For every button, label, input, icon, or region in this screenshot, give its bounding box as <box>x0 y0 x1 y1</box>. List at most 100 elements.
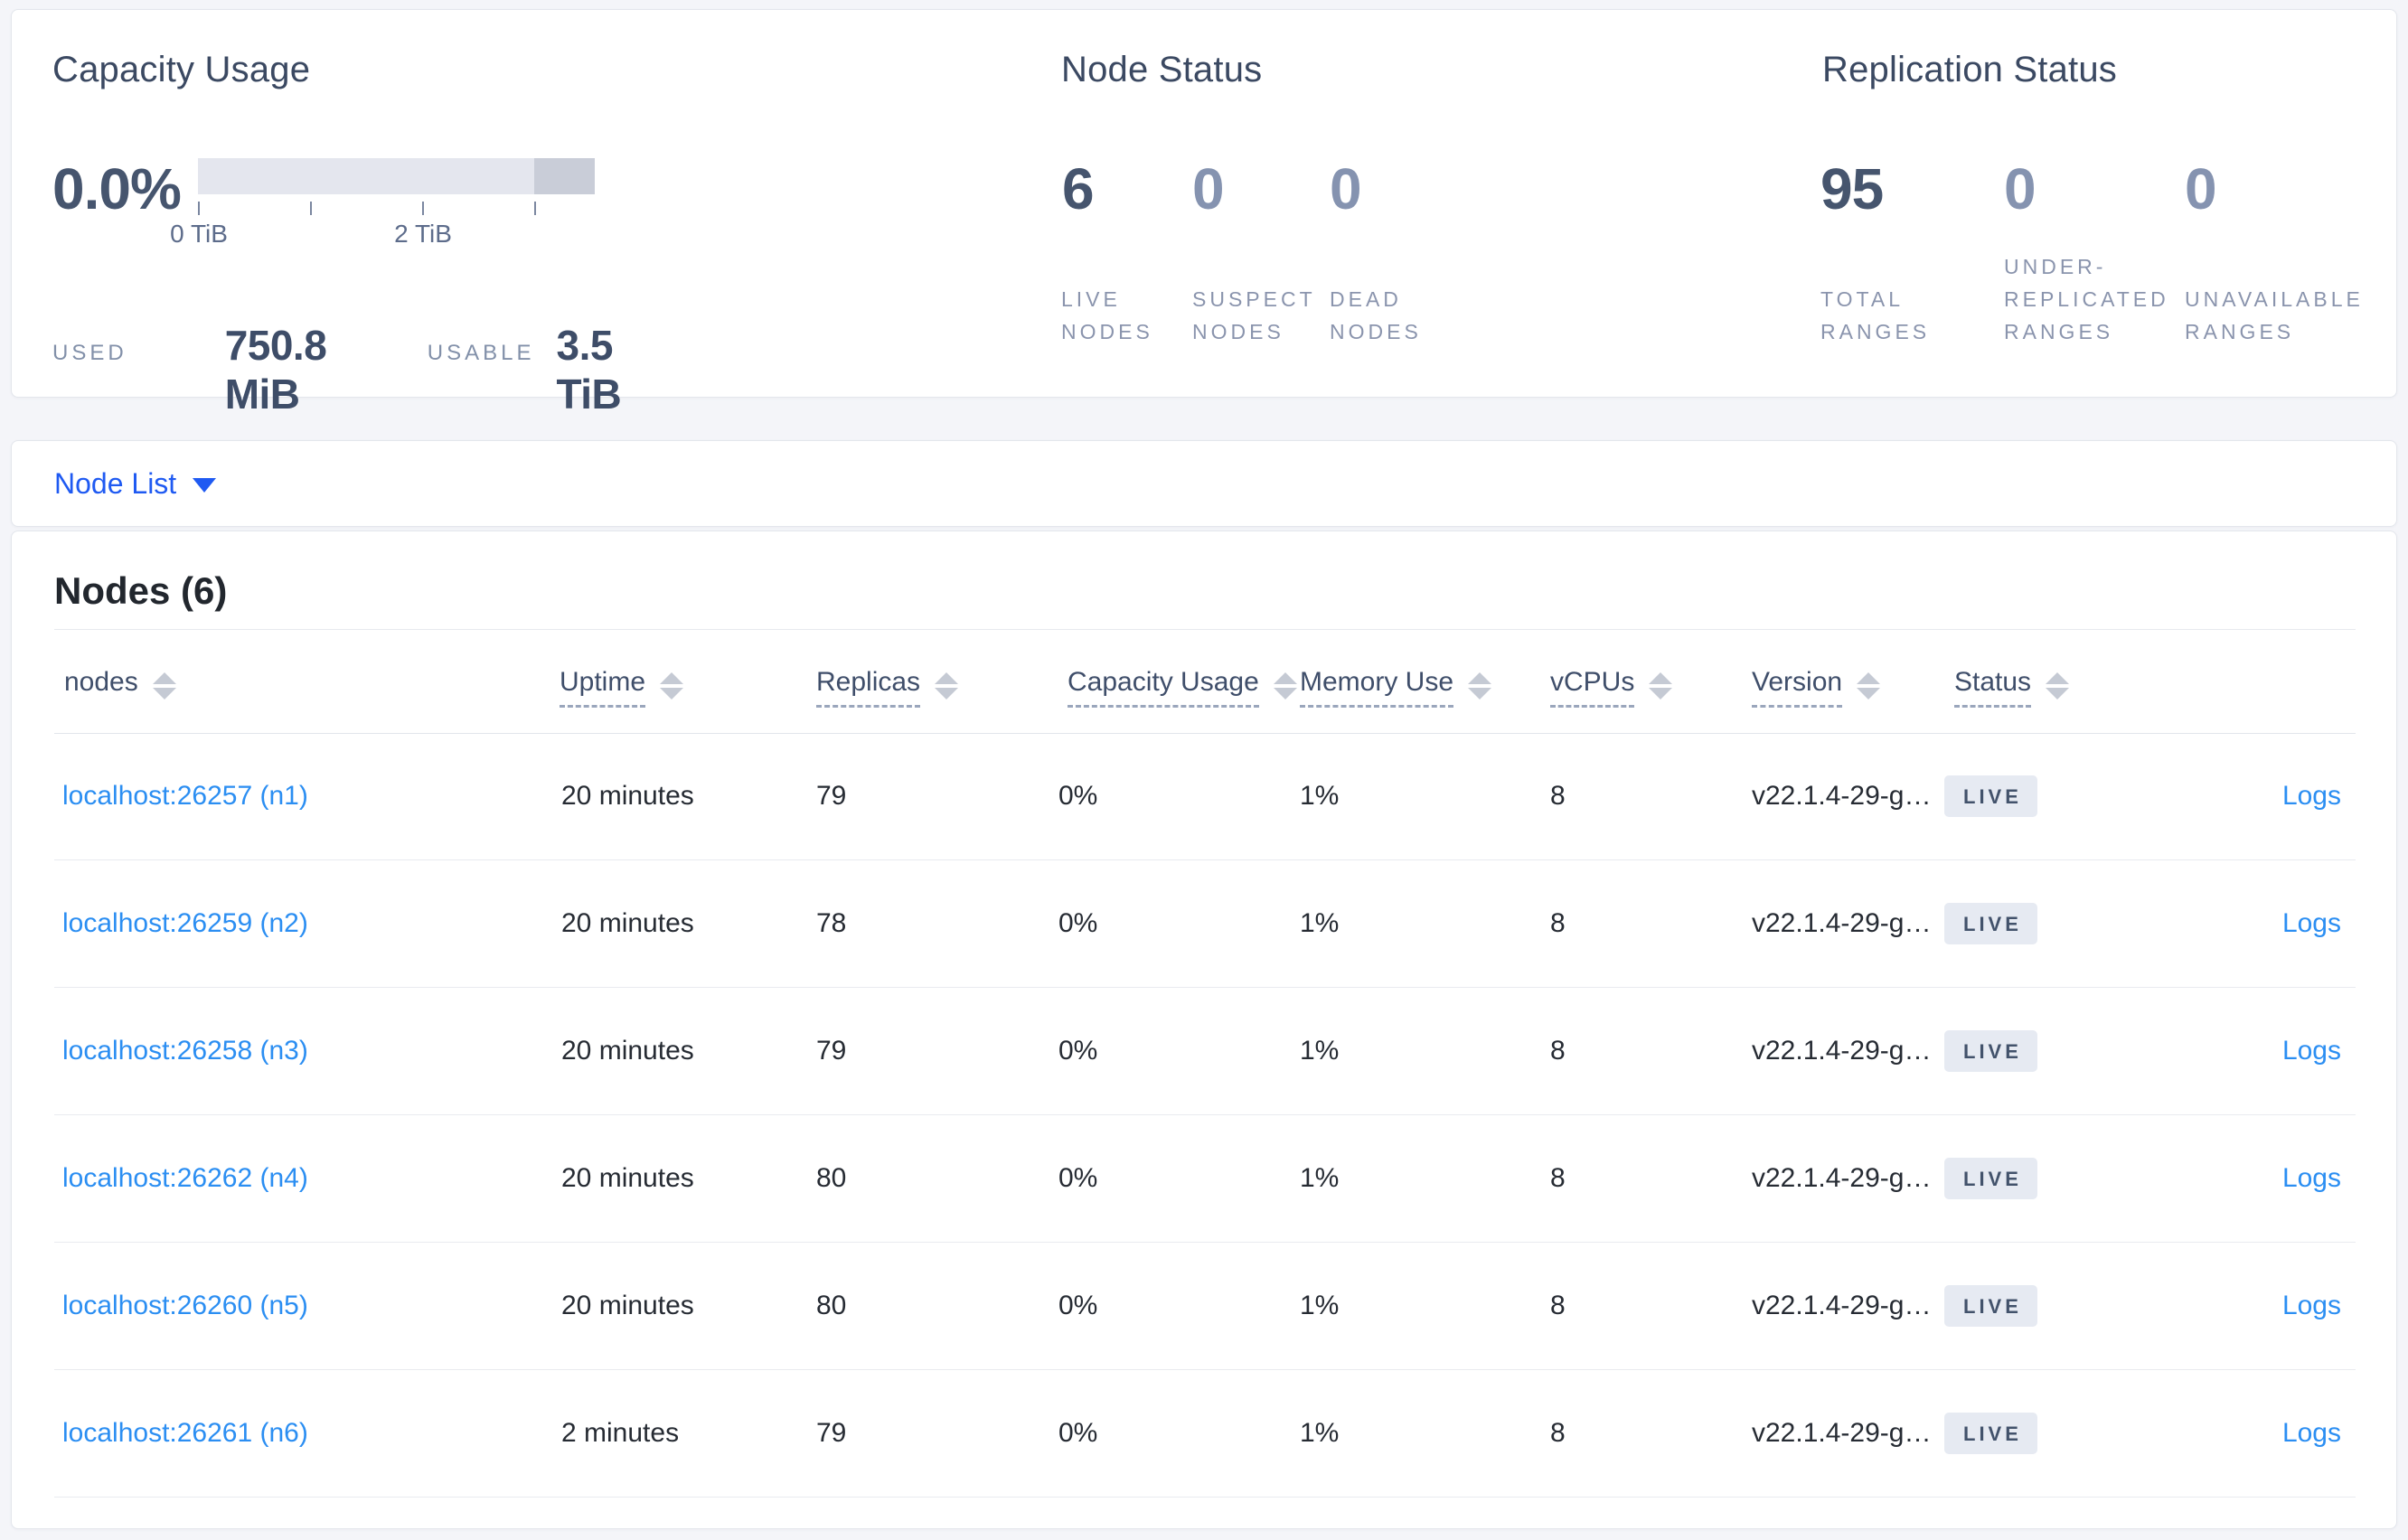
logs-link[interactable]: Logs <box>2281 1291 2341 1320</box>
vcpus-cell: 8 <box>1550 781 1566 811</box>
capacity-cell: 0% <box>1058 1036 1098 1066</box>
status-badge: LIVE <box>1944 1413 2037 1454</box>
usable-value: 3.5 TiB <box>556 322 622 418</box>
memory-cell: 1% <box>1300 1163 1340 1193</box>
used-value: 750.8 MiB <box>224 322 327 418</box>
logs-link[interactable]: Logs <box>2281 1418 2341 1448</box>
sort-icon <box>1649 672 1673 700</box>
sort-icon <box>2046 672 2070 700</box>
under-replicated-count: 0 <box>2004 156 2036 221</box>
column-header-capacity-usage[interactable]: Capacity Usage <box>1068 667 1297 708</box>
replicas-cell: 80 <box>816 1291 847 1320</box>
capacity-cell: 0% <box>1058 1291 1098 1320</box>
logs-link[interactable]: Logs <box>2281 1163 2341 1193</box>
node-link[interactable]: localhost:26257 (n1) <box>62 781 308 811</box>
dead-nodes-count: 0 <box>1330 156 1362 221</box>
status-badge: LIVE <box>1944 1030 2037 1072</box>
uptime-cell: 2 minutes <box>561 1418 680 1448</box>
table-row: localhost:26258 (n3) 20 minutes 79 0% 1%… <box>54 988 2356 1115</box>
column-header-memory-use[interactable]: Memory Use <box>1300 667 1492 708</box>
table-header-row: nodes Uptime Replicas Capacity Usage Mem… <box>54 667 2356 721</box>
cluster-overview-panel: Capacity Usage 0.0% 0 TiB 2 TiB USED 750… <box>11 9 2397 418</box>
divider <box>54 629 2356 630</box>
memory-cell: 1% <box>1300 1418 1340 1448</box>
capacity-cell: 0% <box>1058 781 1098 811</box>
nodes-table-panel: Nodes (6) nodes Uptime Replicas Capacity… <box>11 531 2397 1529</box>
axis-tick <box>422 202 424 215</box>
logs-link[interactable]: Logs <box>2281 1036 2341 1066</box>
version-cell: v22.1.4-29-g… <box>1752 1163 1932 1193</box>
unavailable-label: UNAVAILABLE RANGES <box>2185 287 2364 343</box>
total-ranges-label: TOTAL RANGES <box>1820 287 1931 343</box>
version-cell: v22.1.4-29-g… <box>1752 1291 1932 1320</box>
used-label: USED <box>52 341 127 365</box>
sort-icon <box>935 672 959 700</box>
replicas-cell: 79 <box>816 1036 847 1066</box>
column-header-replicas[interactable]: Replicas <box>816 667 959 708</box>
capacity-cell: 0% <box>1058 908 1098 938</box>
node-link[interactable]: localhost:26262 (n4) <box>62 1163 308 1193</box>
sort-icon <box>1857 672 1881 700</box>
node-link[interactable]: localhost:26261 (n6) <box>62 1418 308 1448</box>
version-cell: v22.1.4-29-g… <box>1752 1418 1932 1448</box>
replicas-cell: 79 <box>816 1418 847 1448</box>
replication-status-title: Replication Status <box>1822 50 2118 89</box>
table-row: localhost:26259 (n2) 20 minutes 78 0% 1%… <box>54 860 2356 988</box>
logs-link[interactable]: Logs <box>2281 781 2341 811</box>
dead-nodes-label: DEAD NODES <box>1330 287 1422 343</box>
sort-icon <box>1273 672 1297 700</box>
node-list-dropdown[interactable]: Node List <box>54 467 217 501</box>
node-link[interactable]: localhost:26259 (n2) <box>62 908 308 938</box>
uptime-cell: 20 minutes <box>561 781 694 811</box>
under-replicated-label: UNDER-REPLICATED RANGES <box>2004 255 2169 343</box>
sort-icon <box>152 672 176 700</box>
capacity-percent: 0.0% <box>52 156 182 221</box>
memory-cell: 1% <box>1300 781 1340 811</box>
unavailable-count: 0 <box>2185 156 2217 221</box>
memory-cell: 1% <box>1300 1036 1340 1066</box>
column-header-vcpus[interactable]: vCPUs <box>1550 667 1673 708</box>
column-header-uptime[interactable]: Uptime <box>560 667 684 708</box>
caret-down-icon <box>193 478 217 493</box>
vcpus-cell: 8 <box>1550 1036 1566 1066</box>
table-row: localhost:26261 (n6) 2 minutes 79 0% 1% … <box>54 1370 2356 1498</box>
capacity-cell: 0% <box>1058 1418 1098 1448</box>
table-row: localhost:26260 (n5) 20 minutes 80 0% 1%… <box>54 1243 2356 1370</box>
capacity-cell: 0% <box>1058 1163 1098 1193</box>
version-cell: v22.1.4-29-g… <box>1752 908 1932 938</box>
axis-tick-label: 0 TiB <box>170 220 228 248</box>
suspect-nodes-count: 0 <box>1192 156 1225 221</box>
axis-tick <box>310 202 312 215</box>
column-header-nodes[interactable]: nodes <box>64 667 176 705</box>
vcpus-cell: 8 <box>1550 1291 1566 1320</box>
divider <box>54 733 2356 734</box>
total-ranges-count: 95 <box>1820 156 1884 221</box>
node-link[interactable]: localhost:26258 (n3) <box>62 1036 308 1066</box>
column-header-version[interactable]: Version <box>1752 667 1881 708</box>
column-header-status[interactable]: Status <box>1954 667 2070 708</box>
suspect-nodes-label: SUSPECT NODES <box>1192 287 1316 343</box>
status-badge: LIVE <box>1944 903 2037 944</box>
capacity-used-row: USED 750.8 MiB USABLE 3.5 TiB <box>52 321 685 418</box>
replicas-cell: 79 <box>816 781 847 811</box>
nodes-count-title: Nodes (6) <box>54 569 228 612</box>
status-badge: LIVE <box>1944 775 2037 817</box>
node-status-title: Node Status <box>1061 50 1263 89</box>
version-cell: v22.1.4-29-g… <box>1752 1036 1932 1066</box>
status-badge: LIVE <box>1944 1158 2037 1199</box>
replicas-cell: 78 <box>816 908 847 938</box>
table-row: localhost:26257 (n1) 20 minutes 79 0% 1%… <box>54 733 2356 860</box>
node-link[interactable]: localhost:26260 (n5) <box>62 1291 308 1320</box>
sort-icon <box>1468 672 1492 700</box>
axis-tick-label: 2 TiB <box>394 220 452 248</box>
uptime-cell: 20 minutes <box>561 1163 694 1193</box>
vcpus-cell: 8 <box>1550 1163 1566 1193</box>
version-cell: v22.1.4-29-g… <box>1752 781 1932 811</box>
live-nodes-count: 6 <box>1062 156 1095 221</box>
capacity-usage-title: Capacity Usage <box>52 50 311 89</box>
uptime-cell: 20 minutes <box>561 1291 694 1320</box>
logs-link[interactable]: Logs <box>2281 908 2341 938</box>
usable-label: USABLE <box>427 341 535 365</box>
axis-tick <box>534 202 536 215</box>
uptime-cell: 20 minutes <box>561 1036 694 1066</box>
